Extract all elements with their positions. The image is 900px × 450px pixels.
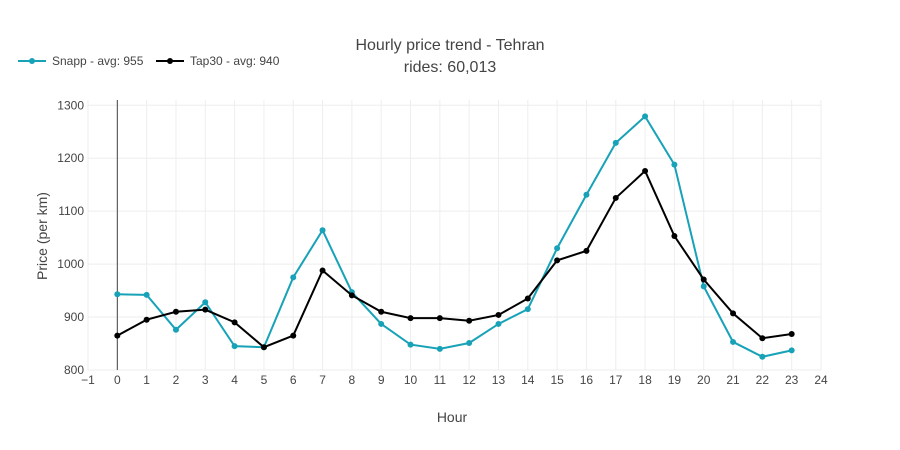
x-tick-label: 15 [550, 373, 564, 387]
data-point[interactable] [172, 326, 179, 333]
series-layer [114, 113, 795, 360]
x-tick-label: 1 [143, 373, 150, 387]
legend-marker-icon [167, 58, 173, 64]
data-point[interactable] [231, 319, 238, 326]
data-point[interactable] [290, 332, 297, 339]
data-point[interactable] [231, 343, 238, 350]
x-tick-label: 13 [492, 373, 506, 387]
x-tick-label: 20 [697, 373, 711, 387]
data-point[interactable] [788, 347, 795, 354]
x-tick-label: 6 [290, 373, 297, 387]
data-point[interactable] [114, 291, 121, 298]
data-point[interactable] [202, 306, 209, 313]
data-point[interactable] [554, 257, 561, 264]
data-point[interactable] [378, 308, 385, 315]
data-point[interactable] [436, 345, 443, 352]
x-tick-label: 18 [638, 373, 652, 387]
x-tick-label: 17 [609, 373, 623, 387]
data-point[interactable] [642, 113, 649, 120]
chart-subtitle: rides: 60,013 [404, 59, 497, 76]
legend-marker-icon [29, 58, 35, 64]
legend[interactable]: Snapp - avg: 955 Tap30 - avg: 940 [18, 54, 280, 68]
data-point[interactable] [202, 299, 209, 306]
x-tick-label: 19 [668, 373, 682, 387]
y-tick-label: 1100 [58, 204, 84, 218]
legend-label: Tap30 - avg: 940 [190, 54, 280, 68]
y-axis-title: Price (per km) [34, 192, 50, 280]
data-point[interactable] [759, 335, 766, 342]
x-tick-label: 4 [231, 373, 238, 387]
data-point[interactable] [495, 311, 502, 318]
x-tick-label: 9 [378, 373, 385, 387]
x-tick-label: 2 [173, 373, 180, 387]
y-axis-ticks: 800 900 1000 1100 1200 1300 [57, 98, 84, 377]
data-point[interactable] [495, 320, 502, 327]
y-tick-label: 1000 [57, 257, 84, 271]
data-point[interactable] [466, 317, 473, 324]
data-point[interactable] [524, 295, 531, 302]
data-point[interactable] [554, 245, 561, 252]
data-point[interactable] [700, 283, 707, 290]
data-point[interactable] [260, 344, 267, 351]
data-point[interactable] [612, 139, 619, 146]
data-point[interactable] [583, 191, 590, 198]
x-axis-title: Hour [437, 409, 468, 425]
legend-item[interactable]: Tap30 - avg: 940 [156, 54, 280, 68]
data-point[interactable] [407, 341, 414, 348]
data-point[interactable] [671, 233, 678, 240]
legend-item[interactable]: Snapp - avg: 955 [18, 54, 144, 68]
data-point[interactable] [143, 316, 150, 323]
data-point[interactable] [730, 338, 737, 345]
y-tick-label: 1300 [57, 98, 84, 112]
x-tick-label: 22 [756, 373, 770, 387]
y-tick-label: 800 [64, 363, 84, 377]
data-point[interactable] [348, 292, 355, 299]
data-point[interactable] [466, 340, 473, 346]
x-tick-label: 3 [202, 373, 209, 387]
x-tick-label: 23 [785, 373, 799, 387]
legend-label: Snapp - avg: 955 [52, 54, 144, 68]
data-point[interactable] [730, 310, 737, 317]
data-point[interactable] [642, 167, 649, 174]
series-line [117, 114, 792, 358]
x-tick-label: 11 [434, 373, 447, 387]
data-point[interactable] [700, 276, 707, 283]
grid-lines [87, 100, 822, 371]
series-line [116, 169, 792, 349]
x-tick-label: 24 [814, 373, 828, 387]
data-point[interactable] [378, 320, 385, 327]
data-point[interactable] [319, 267, 326, 274]
series-snapp[interactable] [114, 113, 795, 360]
data-point[interactable] [583, 247, 590, 254]
x-tick-label: 10 [404, 373, 418, 387]
y-tick-label: 1200 [57, 151, 84, 165]
data-point[interactable] [671, 161, 678, 168]
data-point[interactable] [436, 315, 443, 322]
series-tap30[interactable] [114, 167, 795, 351]
data-point[interactable] [143, 291, 150, 298]
x-tick-label: 0 [114, 373, 121, 387]
data-point[interactable] [524, 306, 531, 313]
y-tick-label: 900 [64, 310, 84, 324]
x-tick-label: 7 [319, 373, 326, 387]
data-point[interactable] [114, 332, 121, 339]
x-tick-label: 8 [349, 373, 356, 387]
data-point[interactable] [759, 353, 766, 360]
data-point[interactable] [407, 315, 414, 322]
data-point[interactable] [290, 274, 297, 281]
data-point[interactable] [612, 194, 619, 201]
data-point[interactable] [319, 227, 326, 234]
x-tick-label: −1 [81, 373, 95, 387]
chart-title: Hourly price trend - Tehran [355, 37, 544, 54]
x-tick-label: 5 [261, 373, 268, 387]
x-tick-label: 21 [726, 373, 740, 387]
x-axis-ticks: −1 0 1 2 3 4 5 6 7 8 9 10 11 12 13 14 15 16 17 18 19 20 21 22 23… [81, 373, 828, 387]
x-tick-label: 16 [580, 373, 594, 387]
data-point[interactable] [172, 308, 179, 315]
x-tick-label: 12 [462, 373, 476, 387]
data-point[interactable] [788, 331, 795, 337]
x-tick-label: 14 [521, 373, 535, 387]
